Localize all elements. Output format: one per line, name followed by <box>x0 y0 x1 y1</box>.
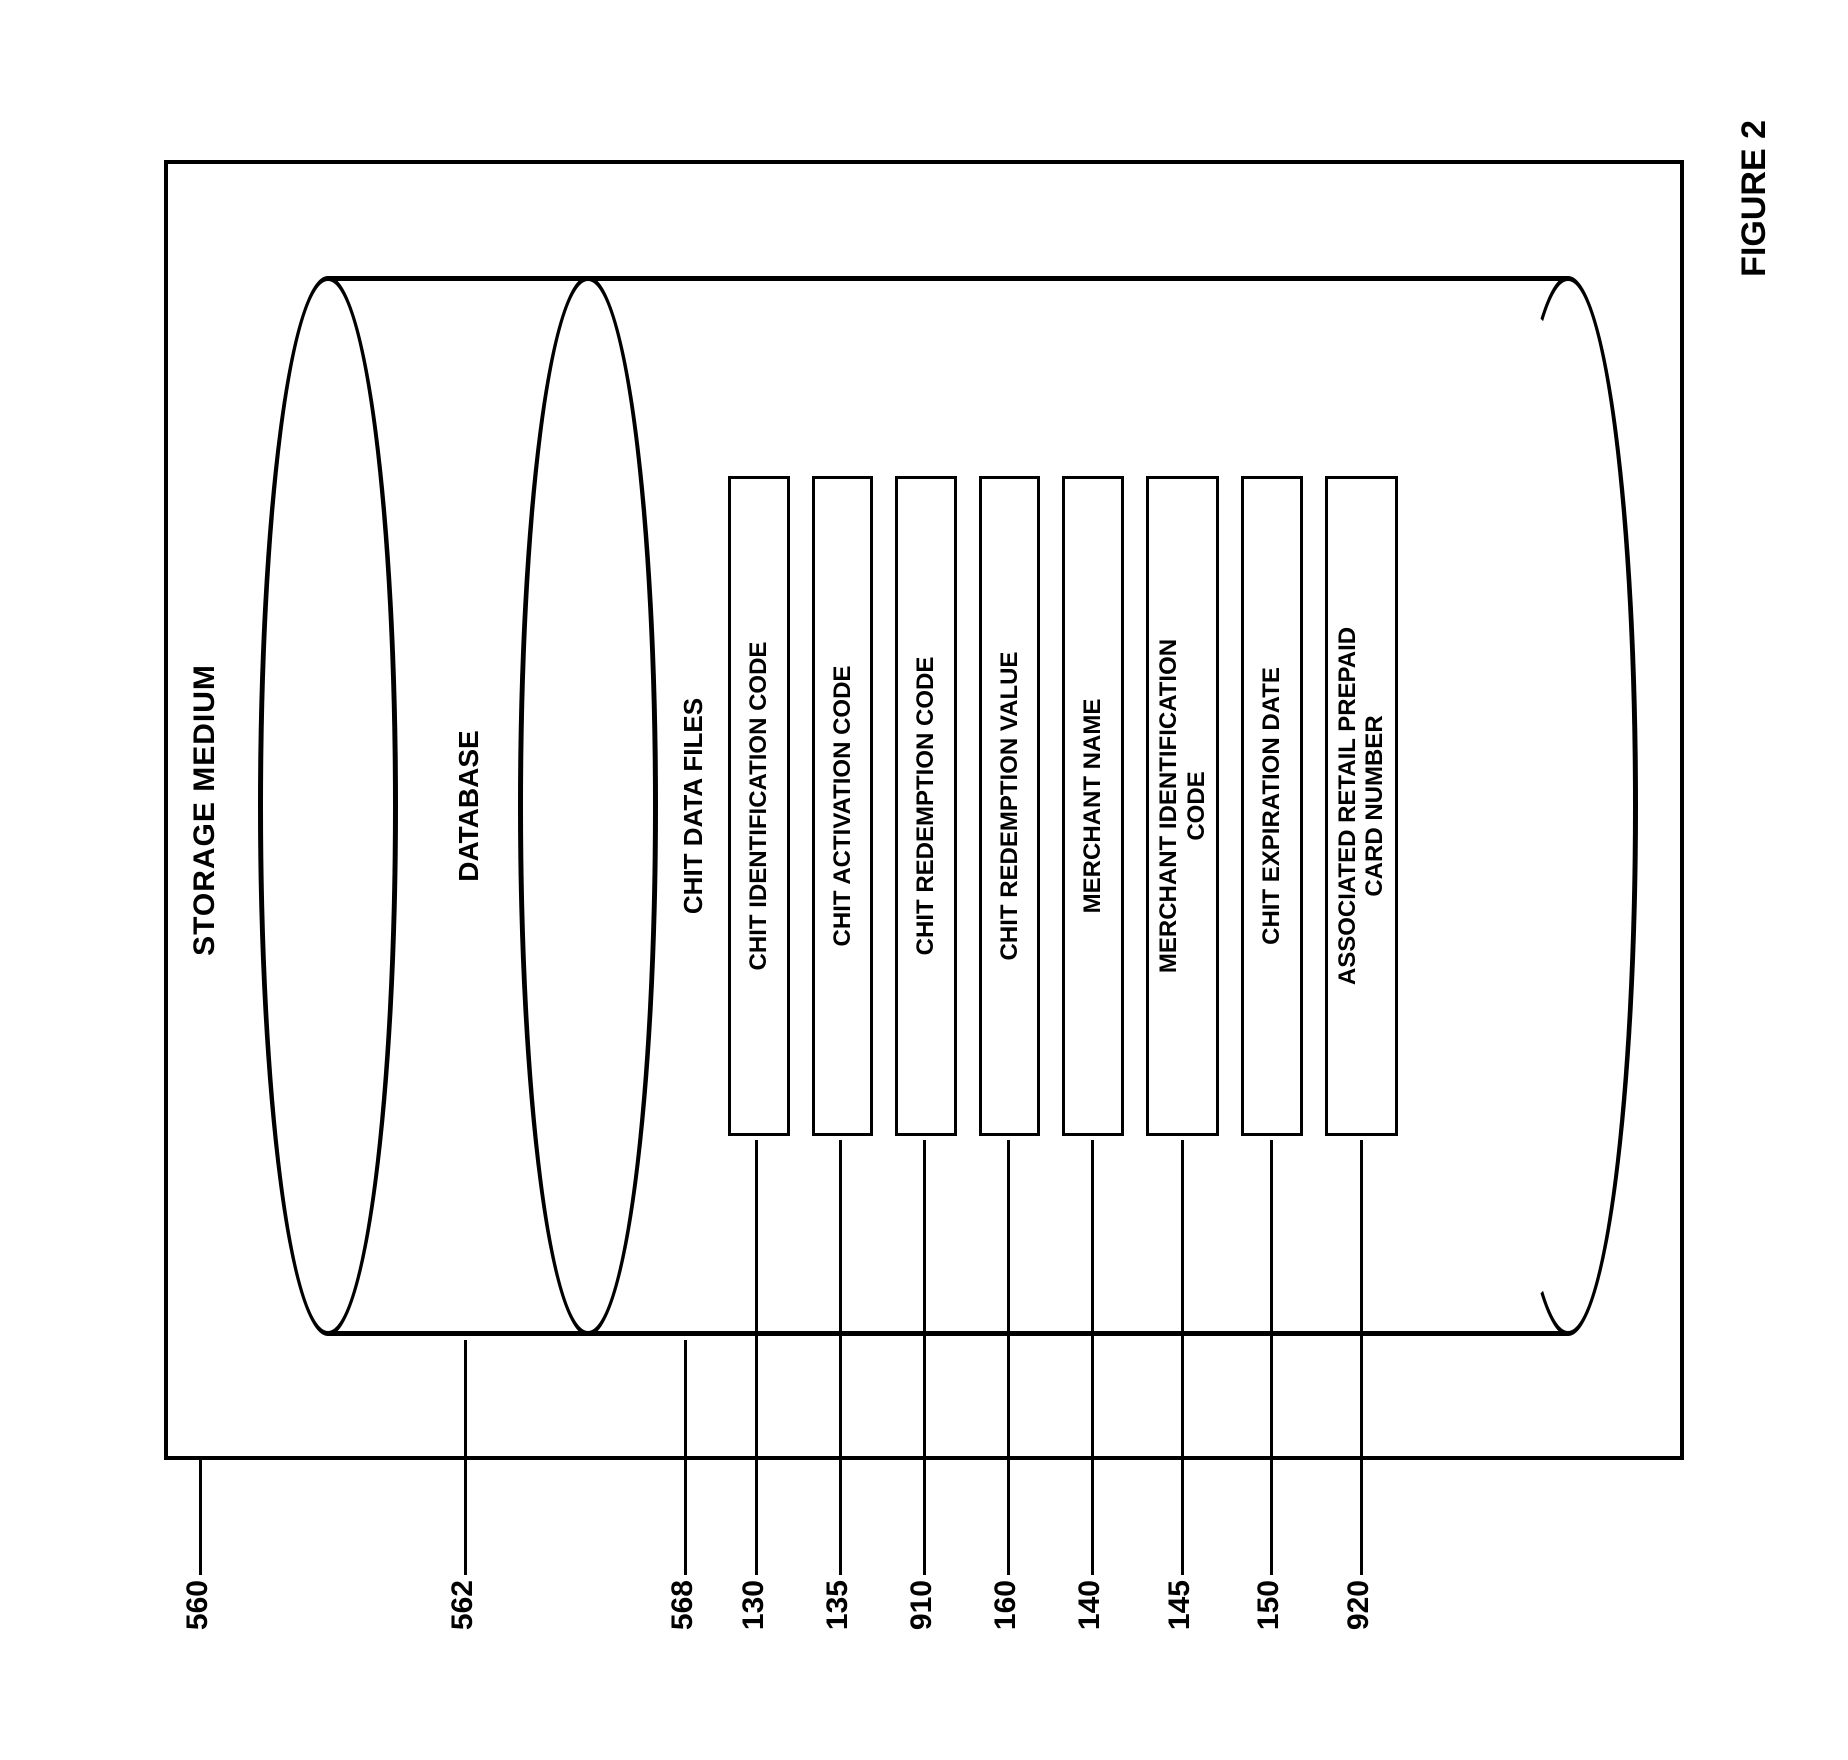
field-box: CHIT REDEMPTION VALUE <box>979 476 1041 1136</box>
leader-line <box>464 1340 467 1575</box>
cylinder-bottom-ellipse <box>1498 276 1638 1336</box>
leader-line <box>1270 1140 1273 1575</box>
reference-number: 160 <box>989 1580 1023 1660</box>
cylinder-mid-ellipse <box>518 276 658 1336</box>
leader-line <box>839 1140 842 1575</box>
reference-number: 130 <box>737 1580 771 1660</box>
chit-data-files-label: CHIT DATA FILES <box>678 276 709 1336</box>
leader-line <box>1091 1140 1094 1575</box>
leader-line <box>684 1340 687 1575</box>
cylinder-top-ellipse <box>258 276 398 1336</box>
reference-number: 150 <box>1252 1580 1286 1660</box>
leader-line <box>1360 1140 1363 1575</box>
storage-medium-title: STORAGE MEDIUM <box>188 164 222 1456</box>
field-box: CHIT ACTIVATION CODE <box>812 476 874 1136</box>
field-box: CHIT REDEMPTION CODE <box>895 476 957 1136</box>
reference-number: 910 <box>905 1580 939 1660</box>
field-box: ASSOCIATED RETAIL PREPAIDCARD NUMBER <box>1325 476 1398 1136</box>
leader-line <box>923 1140 926 1575</box>
rotated-canvas: STORAGE MEDIUM DATABASE CHIT DATA FILES … <box>44 40 1804 1720</box>
reference-number: 920 <box>1342 1580 1376 1660</box>
figure-2: STORAGE MEDIUM DATABASE CHIT DATA FILES … <box>44 40 1804 1720</box>
figure-caption: FIGURE 2 <box>1735 120 1774 277</box>
field-list: CHIT IDENTIFICATION CODE CHIT ACTIVATION … <box>728 476 1420 1136</box>
field-box: MERCHANT IDENTIFICATIONCODE <box>1146 476 1219 1136</box>
reference-number: 140 <box>1073 1580 1107 1660</box>
leader-line <box>755 1140 758 1575</box>
reference-number: 135 <box>821 1580 855 1660</box>
leader-line <box>199 1460 202 1575</box>
field-box: CHIT EXPIRATION DATE <box>1241 476 1303 1136</box>
reference-number: 568 <box>666 1580 700 1660</box>
reference-number: 562 <box>446 1580 480 1660</box>
field-box: MERCHANT NAME <box>1062 476 1124 1136</box>
leader-line <box>1007 1140 1010 1575</box>
leader-line <box>1181 1140 1184 1575</box>
reference-number: 560 <box>181 1580 215 1660</box>
reference-number: 145 <box>1163 1580 1197 1660</box>
field-box: CHIT IDENTIFICATION CODE <box>728 476 790 1136</box>
database-cylinder: DATABASE CHIT DATA FILES CHIT IDENTIFICA… <box>258 276 1638 1336</box>
database-label: DATABASE <box>453 276 485 1336</box>
